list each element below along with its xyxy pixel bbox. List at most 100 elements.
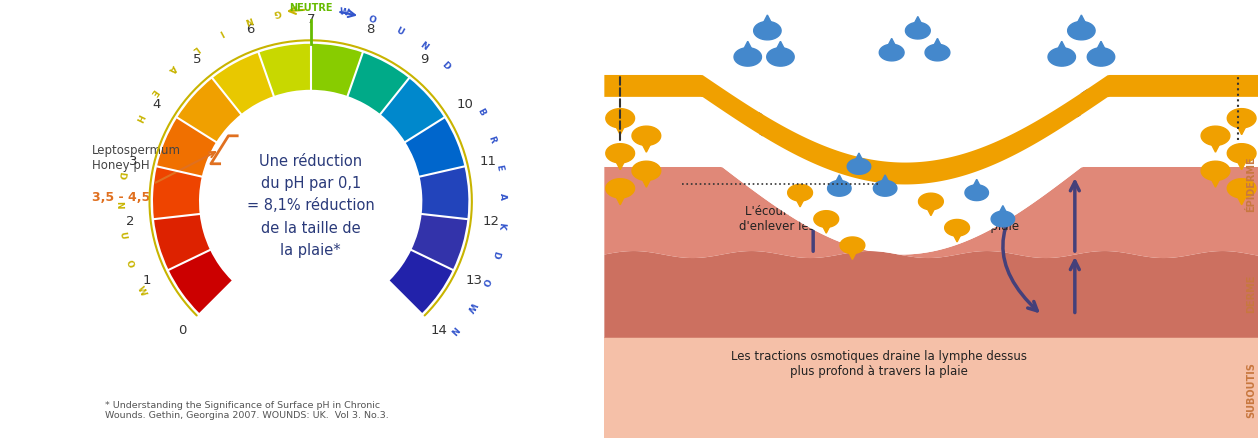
Polygon shape — [918, 193, 944, 210]
Text: W: W — [135, 285, 147, 298]
Polygon shape — [1201, 126, 1230, 145]
Polygon shape — [991, 211, 1015, 227]
Polygon shape — [945, 219, 970, 236]
Polygon shape — [1209, 140, 1222, 152]
Text: 4: 4 — [152, 98, 161, 111]
Polygon shape — [998, 205, 1008, 216]
Text: 11: 11 — [479, 155, 497, 167]
Text: A: A — [498, 193, 507, 200]
Polygon shape — [828, 180, 852, 196]
Wedge shape — [390, 250, 453, 313]
Polygon shape — [1048, 48, 1076, 66]
Polygon shape — [640, 175, 653, 187]
Text: E: E — [148, 86, 159, 96]
Polygon shape — [1209, 175, 1222, 187]
Polygon shape — [614, 192, 626, 205]
Polygon shape — [614, 157, 626, 170]
Polygon shape — [761, 15, 774, 27]
Polygon shape — [1055, 41, 1068, 53]
Polygon shape — [1201, 161, 1230, 180]
Text: 12: 12 — [483, 215, 499, 228]
Polygon shape — [886, 39, 897, 49]
Text: Lymphe: Lymphe — [1039, 13, 1084, 26]
Polygon shape — [606, 179, 634, 198]
Text: N: N — [243, 14, 253, 25]
Wedge shape — [405, 117, 464, 177]
Text: 7: 7 — [307, 13, 314, 26]
Text: Les tractions osmotiques draine la lymphe dessus
plus profond à travers la plaie: Les tractions osmotiques draine la lymph… — [731, 350, 1027, 378]
Polygon shape — [735, 48, 761, 66]
Text: E: E — [494, 163, 504, 171]
Polygon shape — [925, 44, 950, 61]
Text: O: O — [367, 14, 377, 25]
Text: 3,5 - 4,5: 3,5 - 4,5 — [92, 191, 150, 204]
Text: 10: 10 — [457, 98, 473, 111]
Text: 13: 13 — [465, 274, 483, 287]
Wedge shape — [169, 250, 231, 313]
Polygon shape — [873, 180, 897, 196]
Polygon shape — [1228, 109, 1255, 128]
Wedge shape — [177, 78, 242, 142]
Text: * Understanding the Significance of Surface pH in Chronic
Wounds. Gethin, Georgi: * Understanding the Significance of Surf… — [104, 401, 389, 420]
Wedge shape — [311, 44, 362, 96]
Text: N: N — [448, 324, 459, 336]
Text: NEUTRE: NEUTRE — [289, 3, 332, 13]
Polygon shape — [1068, 21, 1096, 40]
Polygon shape — [847, 159, 871, 174]
Text: H: H — [132, 112, 143, 123]
Text: D: D — [116, 170, 126, 179]
Polygon shape — [834, 175, 844, 185]
Polygon shape — [1228, 144, 1255, 163]
Polygon shape — [754, 21, 781, 40]
Polygon shape — [1087, 48, 1115, 66]
Text: 9: 9 — [420, 53, 428, 66]
Text: U: U — [117, 230, 127, 239]
Polygon shape — [1235, 157, 1248, 170]
Wedge shape — [213, 53, 274, 114]
Text: DERME: DERME — [1245, 274, 1255, 313]
Text: 1: 1 — [142, 274, 151, 287]
Wedge shape — [153, 166, 201, 219]
Text: N: N — [114, 201, 123, 209]
Wedge shape — [380, 78, 444, 142]
Text: Leptospermum
Honey pH: Leptospermum Honey pH — [92, 144, 181, 172]
Polygon shape — [906, 22, 930, 39]
Text: 6: 6 — [247, 23, 255, 36]
Polygon shape — [606, 144, 634, 163]
Polygon shape — [951, 231, 962, 242]
Text: MEDIHONEY: MEDIHONEY — [1167, 4, 1252, 18]
Polygon shape — [1076, 15, 1088, 27]
Polygon shape — [854, 153, 864, 163]
Polygon shape — [795, 196, 805, 207]
Polygon shape — [847, 249, 858, 259]
Polygon shape — [741, 41, 754, 53]
Text: Une réduction
du pH par 0,1
= 8,1% réduction
de la taille de
la plaie*: Une réduction du pH par 0,1 = 8,1% réduc… — [247, 154, 375, 258]
Text: W: W — [338, 7, 350, 18]
Text: D: D — [440, 60, 452, 71]
Polygon shape — [632, 126, 660, 145]
Polygon shape — [1235, 122, 1248, 134]
Text: R: R — [487, 134, 497, 144]
Text: I: I — [218, 27, 224, 37]
Polygon shape — [774, 41, 786, 53]
Wedge shape — [153, 214, 210, 270]
Text: pansement: pansement — [1181, 39, 1252, 53]
Polygon shape — [820, 223, 832, 233]
Text: Slough: Slough — [964, 39, 1004, 53]
Polygon shape — [932, 39, 944, 49]
Text: U: U — [394, 25, 404, 37]
Polygon shape — [1228, 179, 1255, 198]
Polygon shape — [1094, 41, 1107, 53]
Text: L: L — [190, 43, 200, 53]
Text: ÉPIDERME: ÉPIDERME — [1245, 156, 1255, 212]
Text: 8: 8 — [366, 23, 375, 36]
Text: G: G — [273, 7, 282, 18]
Text: K: K — [496, 221, 506, 230]
Text: 2: 2 — [126, 215, 135, 228]
Text: SUBOUTIS: SUBOUTIS — [1245, 362, 1255, 418]
Polygon shape — [767, 48, 794, 66]
Text: Exsudat: Exsudat — [711, 13, 759, 26]
Polygon shape — [614, 122, 626, 134]
Text: D: D — [489, 249, 501, 259]
Text: O: O — [479, 276, 491, 286]
